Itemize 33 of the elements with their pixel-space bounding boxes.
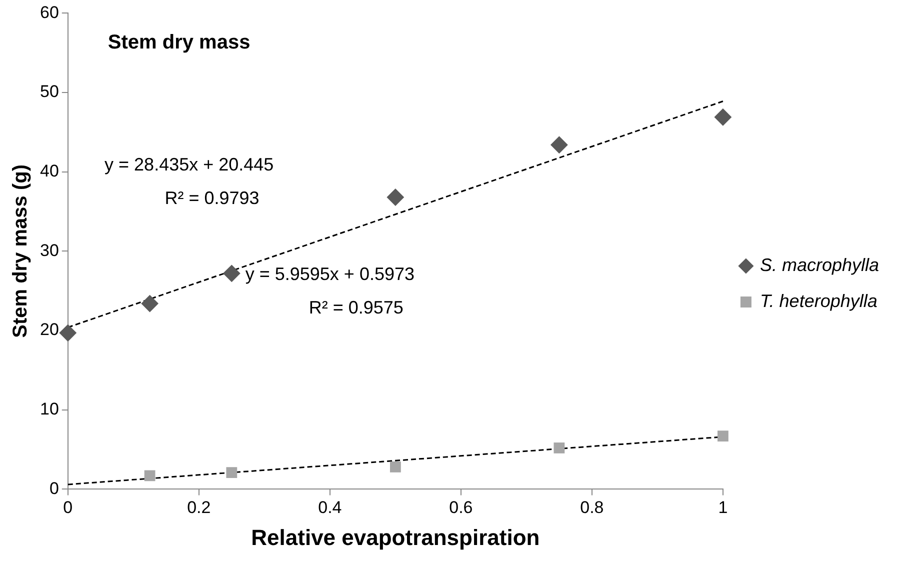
x-tick-label: 0 bbox=[63, 498, 73, 518]
legend-label: S. macrophylla bbox=[760, 255, 880, 275]
x-tick-label: 0.8 bbox=[580, 498, 604, 518]
point bbox=[141, 295, 158, 312]
point bbox=[226, 467, 238, 478]
point bbox=[223, 264, 240, 282]
point bbox=[554, 442, 565, 454]
point bbox=[718, 430, 728, 442]
point bbox=[714, 108, 732, 126]
point bbox=[390, 462, 401, 472]
x-tick-label: 0.2 bbox=[187, 498, 211, 518]
y-tick-label: 40 bbox=[40, 162, 59, 181]
x-tick-label: 0.4 bbox=[318, 498, 342, 518]
annotation: R² = 0.9793 bbox=[164, 188, 260, 208]
y-tick-label: 10 bbox=[40, 400, 59, 419]
legend-label: T. heterophylla bbox=[760, 291, 878, 311]
point bbox=[386, 188, 404, 206]
x-tick-label: 1 bbox=[718, 498, 728, 518]
x-tick-label: 0.6 bbox=[449, 498, 473, 518]
y-tick-label: 50 bbox=[40, 82, 59, 102]
point bbox=[59, 324, 76, 342]
y-tick-label: 20 bbox=[40, 320, 59, 340]
point bbox=[550, 136, 568, 154]
y-tick-label: 30 bbox=[40, 240, 59, 260]
text: Stem dry mass bbox=[108, 32, 250, 54]
y-axis-title: Stem dry mass (g) bbox=[10, 164, 32, 338]
point bbox=[144, 470, 156, 482]
y-tick-label: 60 bbox=[40, 2, 59, 22]
annotation: R² = 0.9575 bbox=[308, 297, 404, 318]
y-tick-label: 0 bbox=[49, 478, 59, 498]
annotation: y = 5.9595x + 0.5973 bbox=[245, 264, 414, 284]
annotation: y = 28.435x + 20.445 bbox=[104, 154, 274, 174]
x-axis-title: Relative evapotranspiration bbox=[251, 524, 540, 550]
